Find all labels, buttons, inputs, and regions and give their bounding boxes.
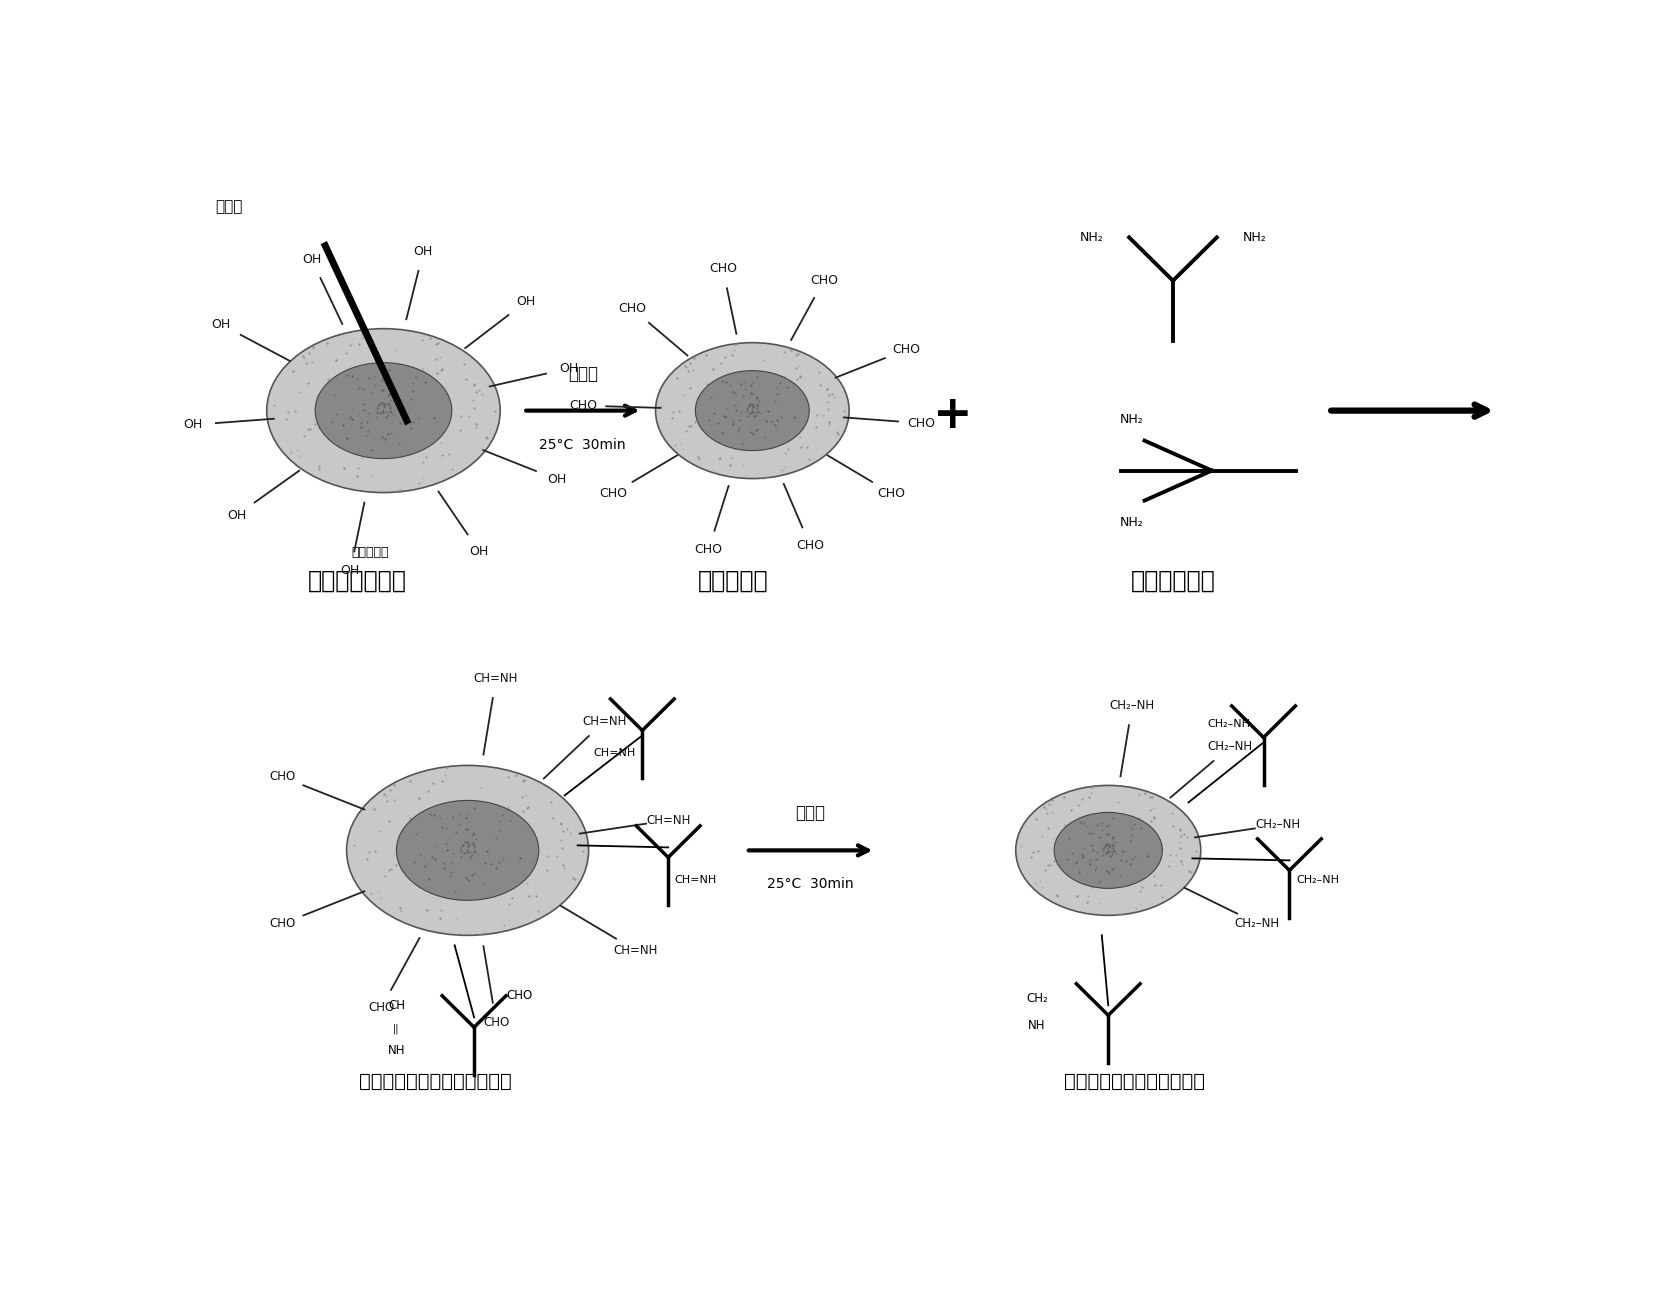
Text: 25°C  30min: 25°C 30min <box>767 877 853 892</box>
Text: CHO: CHO <box>618 302 646 315</box>
Text: CHO: CHO <box>907 417 935 430</box>
Ellipse shape <box>1015 785 1201 915</box>
Text: OH: OH <box>302 253 321 266</box>
Ellipse shape <box>267 328 501 492</box>
Text: CHO: CHO <box>797 540 825 553</box>
Text: NH: NH <box>1029 1019 1045 1032</box>
Text: CH=NH: CH=NH <box>593 749 636 758</box>
Text: CHO: CHO <box>269 918 296 931</box>
Text: OH: OH <box>227 509 247 522</box>
Text: CH₂–NH: CH₂–NH <box>1207 719 1251 729</box>
Text: 氧化鐵核心: 氧化鐵核心 <box>352 545 389 558</box>
Ellipse shape <box>316 362 453 458</box>
Ellipse shape <box>347 766 588 936</box>
Text: 25°C  30min: 25°C 30min <box>539 437 626 452</box>
Text: CH₂–NH: CH₂–NH <box>1234 916 1279 929</box>
Text: OH: OH <box>548 472 566 485</box>
Text: CH=NH: CH=NH <box>613 944 658 957</box>
Text: CHO: CHO <box>483 1016 509 1029</box>
Text: CH=NH: CH=NH <box>583 715 626 728</box>
Text: CH₂–NH: CH₂–NH <box>1256 819 1301 832</box>
Text: OH: OH <box>469 545 489 558</box>
Text: NH₂: NH₂ <box>1119 515 1144 528</box>
Text: OH: OH <box>212 318 230 331</box>
Text: CHO: CHO <box>810 274 838 287</box>
Ellipse shape <box>656 343 848 479</box>
Text: NH₂: NH₂ <box>1079 231 1104 244</box>
Text: CH=NH: CH=NH <box>646 814 691 827</box>
Text: 反义富核苷酸对比剂初步产物: 反义富核苷酸对比剂初步产物 <box>359 1072 511 1092</box>
Ellipse shape <box>396 801 539 901</box>
Text: CHO: CHO <box>367 1001 394 1014</box>
Text: 醇基氧化鐵: 醇基氧化鐵 <box>698 569 768 592</box>
Text: +: + <box>934 393 972 439</box>
Text: CH₂–NH: CH₂–NH <box>1296 875 1339 885</box>
Text: NH₂: NH₂ <box>1242 231 1266 244</box>
Text: CH₂–NH: CH₂–NH <box>1109 700 1154 713</box>
Text: 超顺磁性氧化鐵: 超顺磁性氧化鐵 <box>309 569 407 592</box>
Text: 反义富核苷酸对比剂终产物: 反义富核苷酸对比剂终产物 <box>1064 1072 1204 1092</box>
Text: OH: OH <box>516 295 536 308</box>
Text: OH: OH <box>184 418 202 431</box>
Text: CHO: CHO <box>269 771 296 784</box>
Text: NH: NH <box>387 1044 406 1057</box>
Text: 氧化剂: 氧化剂 <box>568 365 598 383</box>
Text: NH₂: NH₂ <box>1119 413 1144 426</box>
Text: OH: OH <box>341 565 359 578</box>
Ellipse shape <box>695 371 810 450</box>
Text: CH₂: CH₂ <box>1025 992 1049 1005</box>
Text: CH: CH <box>387 998 404 1012</box>
Text: CHO: CHO <box>708 262 736 275</box>
Text: CHO: CHO <box>877 487 905 500</box>
Text: CH=NH: CH=NH <box>474 672 518 685</box>
Text: 还原剂: 还原剂 <box>795 805 825 823</box>
Text: OH: OH <box>414 245 433 258</box>
Text: OH: OH <box>559 362 578 375</box>
Text: CHO: CHO <box>600 487 628 500</box>
Text: ||: || <box>392 1023 399 1033</box>
Text: CHO: CHO <box>695 544 723 557</box>
Text: CH=NH: CH=NH <box>675 875 716 885</box>
Text: CHO: CHO <box>892 343 920 356</box>
Text: CHO: CHO <box>569 398 596 411</box>
Text: 反义富核苷酸: 反义富核苷酸 <box>1131 569 1216 592</box>
Text: CHO: CHO <box>506 989 533 1002</box>
Ellipse shape <box>1054 813 1162 888</box>
Text: 葡腧糖: 葡腧糖 <box>215 199 242 214</box>
Text: CH₂–NH: CH₂–NH <box>1207 740 1252 754</box>
